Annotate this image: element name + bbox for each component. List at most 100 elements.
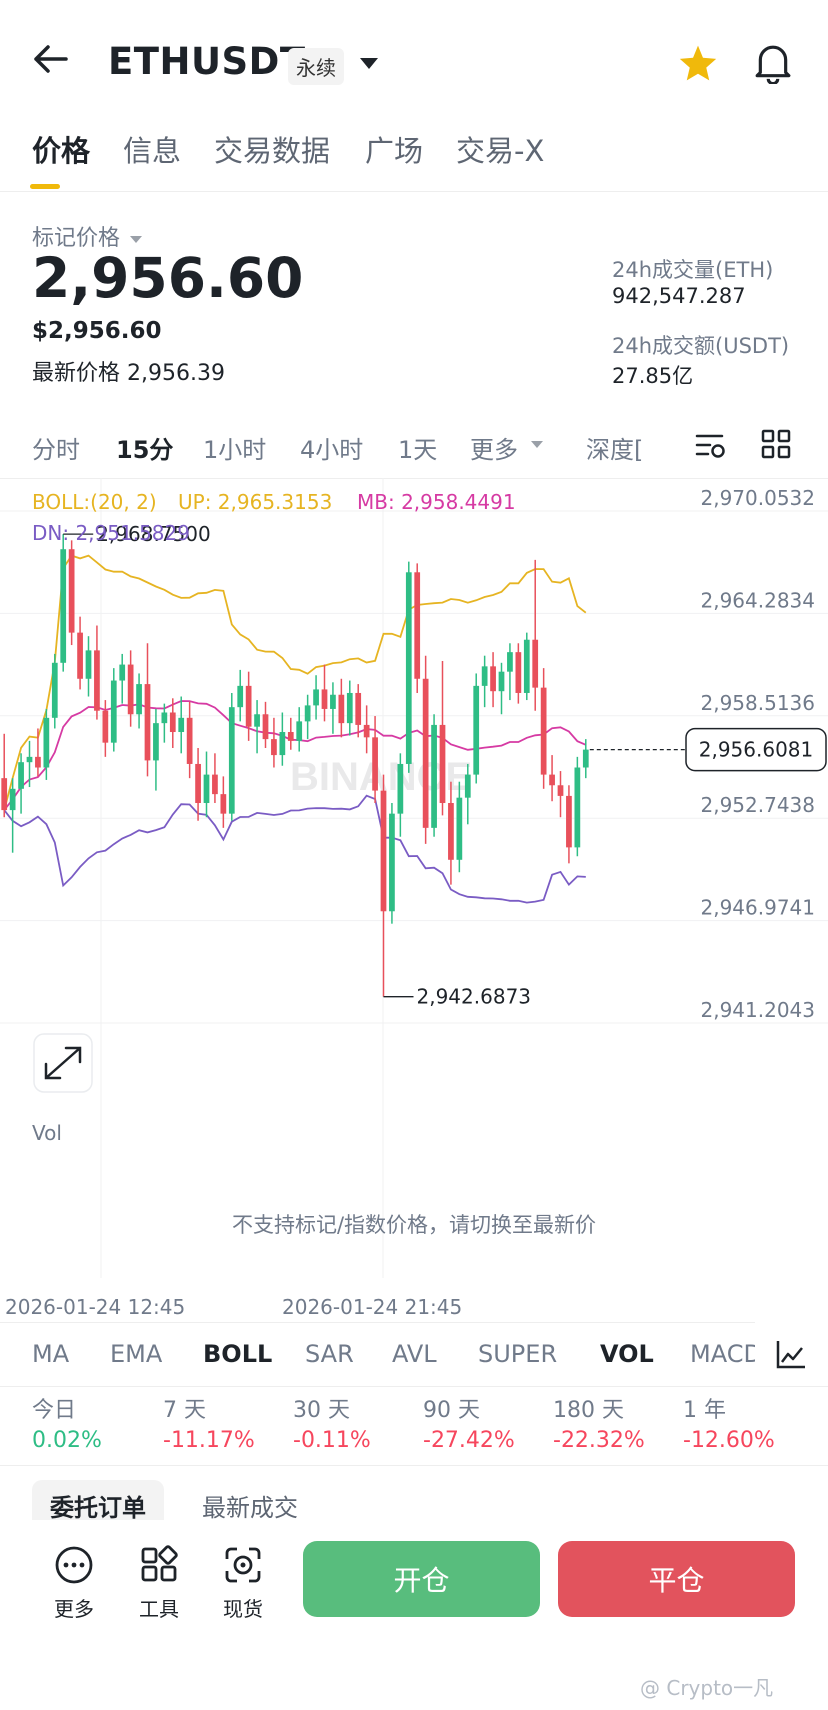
candle-body [523,639,530,693]
tf-1d[interactable]: 1天 [398,436,438,464]
close-position-button[interactable]: 平仓 [558,1541,795,1617]
candles [1,534,589,997]
grid-layout-icon[interactable] [760,428,792,460]
star-icon[interactable] [678,44,718,82]
tab-info[interactable]: 信息 [123,134,182,168]
caret-down-icon [130,236,143,243]
symbol-title[interactable]: ETHUSDT [108,40,306,83]
candlestick-chart[interactable]: BINANCE 2,970.05322,964.28342,958.51362,… [0,478,828,1318]
ind-super[interactable]: SUPER [478,1340,558,1368]
candle-body [389,813,395,912]
perpetual-badge: 永续 [288,48,344,85]
candle-body [338,694,345,724]
indicator-settings[interactable] [755,1322,828,1384]
divider [0,191,828,192]
more-label: 更多 [54,1597,94,1621]
annotations: 2,968.7500 2,942.6873 2,956.6081 [63,522,827,1009]
candle-body [18,762,24,789]
candle-body [144,684,151,761]
candle-body [271,739,277,756]
chart-settings-icon[interactable] [694,428,728,462]
amount-label: 24h成交额(USDT) [612,334,790,358]
candle-body [448,803,454,860]
tf-15m[interactable]: 15分 [116,436,174,464]
vol-pane-label: Vol [32,1121,62,1145]
vol-message: 不支持标记/指数价格，请切换至最新价 [232,1213,596,1237]
divider [0,1386,828,1387]
perf-label: 30 天 [293,1398,350,1423]
y-tick-label: 2,941.2043 [700,998,815,1022]
ind-sar[interactable]: SAR [305,1340,354,1368]
more-caret-icon [531,441,543,448]
tf-more[interactable]: 更多 [470,436,518,464]
amount-value: 27.85亿 [612,364,694,388]
tools-label: 工具 [139,1597,179,1621]
tf-1h[interactable]: 1小时 [203,436,267,464]
perf-value: -12.60% [683,1428,775,1453]
x-label: 2026-01-24 21:45 [282,1295,462,1318]
tab-underline [30,184,60,189]
candle-body [582,749,589,768]
x-label: 2026-01-24 12:45 [5,1295,185,1318]
ind-ema[interactable]: EMA [110,1340,163,1368]
candle-body [464,774,471,798]
candle-body [153,723,159,761]
tools-button[interactable]: 工具 [124,1545,194,1622]
candle-body [212,774,218,795]
candle-body [178,717,185,733]
tab-trade-x[interactable]: 交易-X [456,134,545,168]
perf-label: 90 天 [423,1398,480,1423]
tf-4h[interactable]: 4小时 [300,436,364,464]
back-arrow-icon[interactable] [32,44,68,74]
latest-price-value: 2,956.39 [127,361,225,386]
vol-label: 24h成交量(ETH) [612,258,774,282]
tools-icon [141,1545,178,1582]
ind-boll[interactable]: BOLL [203,1340,273,1368]
perf-value: -27.42% [423,1428,515,1453]
spot-button[interactable]: 现货 [208,1545,278,1622]
candle-body [35,756,41,768]
candle-body [203,774,210,804]
candle-body [127,664,134,715]
candle-body [321,689,328,709]
open-position-button[interactable]: 开仓 [303,1541,540,1617]
chevron-down-icon[interactable] [358,56,380,72]
ind-vol[interactable]: VOL [600,1340,654,1368]
boll-lower-line [3,794,586,904]
tab-trading-data[interactable]: 交易数据 [214,134,331,168]
tf-depth[interactable]: 深度[ [586,436,644,464]
divider [0,1322,828,1323]
y-tick-label: 2,946.9741 [700,896,815,920]
candle-body [237,685,244,708]
low-price-label: 2,942.6873 [417,985,532,1009]
more-button[interactable]: 更多 [39,1545,109,1622]
tab-square[interactable]: 广场 [365,134,424,168]
candle-body [515,652,522,693]
candle-body [287,732,294,741]
perf-value: 0.02% [32,1428,102,1453]
tf-timeshare[interactable]: 分时 [32,436,80,464]
expand-button[interactable] [33,1033,93,1093]
candle-body [355,692,362,725]
candle-body [186,717,193,764]
candle-body [110,680,117,743]
candle-body [262,714,269,740]
ind-ma[interactable]: MA [32,1340,70,1368]
ind-macd[interactable]: MACD [690,1340,762,1368]
ind-avl[interactable]: AVL [392,1340,437,1368]
candle-body [490,666,496,692]
candle-body [77,632,83,679]
mark-price-label[interactable]: 标记价格 [32,220,145,252]
candle-body [296,721,303,741]
boll-dn-label: DN: 2,951.5829 [32,521,190,545]
candle-body [532,639,539,688]
candle-body [169,712,176,733]
bell-icon[interactable] [754,42,792,84]
tab-latest-trades[interactable]: 最新成交 [202,1494,298,1522]
mark-price-value: 2,956.60 [32,246,304,310]
candle-body [26,756,33,763]
tab-price[interactable]: 价格 [32,134,91,168]
high-price-label: 2,968.7500 [96,522,211,546]
candle-body [245,685,252,727]
y-tick-label: 2,952.7438 [700,793,815,817]
